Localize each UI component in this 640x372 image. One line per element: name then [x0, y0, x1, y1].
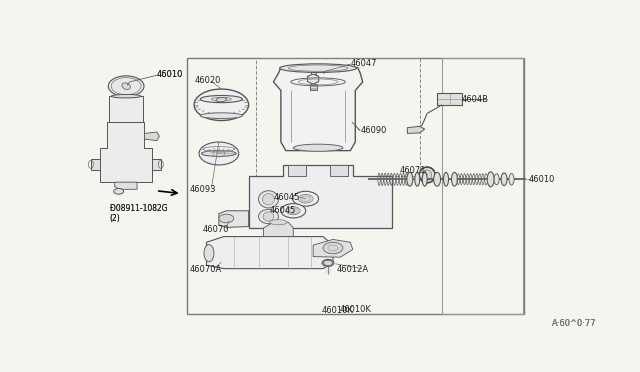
Text: 46071: 46071	[400, 166, 426, 175]
Ellipse shape	[216, 97, 227, 102]
Text: 46012A: 46012A	[337, 265, 369, 274]
Bar	[91, 158, 100, 170]
Polygon shape	[313, 240, 353, 257]
Polygon shape	[323, 260, 333, 265]
Ellipse shape	[200, 96, 243, 103]
Bar	[330, 165, 348, 176]
Ellipse shape	[263, 212, 274, 221]
Circle shape	[219, 214, 234, 223]
Ellipse shape	[293, 144, 343, 151]
Ellipse shape	[423, 170, 431, 180]
Text: Ð08911-1082G
(2): Ð08911-1082G (2)	[110, 203, 168, 223]
Ellipse shape	[415, 172, 420, 186]
Ellipse shape	[269, 219, 287, 225]
Ellipse shape	[200, 113, 243, 119]
Text: 46010K: 46010K	[339, 305, 371, 314]
Ellipse shape	[419, 167, 435, 183]
Polygon shape	[115, 182, 137, 189]
Ellipse shape	[494, 174, 499, 185]
Bar	[442, 58, 523, 314]
Bar	[187, 58, 524, 314]
Text: 46070A: 46070A	[190, 265, 222, 274]
Polygon shape	[408, 126, 425, 134]
Ellipse shape	[509, 173, 514, 185]
Ellipse shape	[487, 172, 494, 187]
Circle shape	[322, 260, 334, 266]
Ellipse shape	[122, 83, 131, 90]
Ellipse shape	[434, 172, 440, 186]
Bar	[256, 58, 420, 176]
Text: 46045: 46045	[273, 193, 300, 202]
Ellipse shape	[286, 207, 300, 215]
Ellipse shape	[501, 173, 507, 186]
Polygon shape	[100, 122, 152, 182]
Circle shape	[108, 76, 144, 96]
Ellipse shape	[281, 203, 306, 218]
Text: 46010K: 46010K	[322, 306, 354, 315]
Ellipse shape	[407, 172, 413, 186]
Ellipse shape	[111, 94, 141, 98]
Text: A·60^0·77: A·60^0·77	[552, 318, 597, 328]
Text: 46020: 46020	[195, 76, 221, 85]
Polygon shape	[249, 165, 392, 228]
Text: 46045: 46045	[270, 206, 296, 215]
Polygon shape	[109, 96, 143, 122]
Circle shape	[301, 196, 310, 202]
Bar	[288, 165, 306, 176]
Text: 46010: 46010	[529, 175, 556, 184]
Ellipse shape	[451, 172, 458, 186]
Text: 46047: 46047	[350, 59, 377, 68]
Circle shape	[323, 242, 343, 254]
Polygon shape	[310, 84, 317, 90]
Polygon shape	[310, 70, 316, 74]
Polygon shape	[207, 237, 333, 269]
Ellipse shape	[262, 193, 275, 205]
Text: 4604B: 4604B	[462, 94, 489, 103]
Polygon shape	[437, 93, 462, 105]
Ellipse shape	[204, 244, 214, 262]
Ellipse shape	[259, 209, 278, 224]
Polygon shape	[219, 211, 249, 227]
Ellipse shape	[298, 195, 313, 203]
Ellipse shape	[422, 172, 428, 186]
Text: 46090: 46090	[360, 126, 387, 135]
Text: A·60^0·77: A·60^0·77	[552, 318, 597, 328]
Circle shape	[114, 189, 124, 194]
Ellipse shape	[292, 191, 319, 206]
Text: 46070: 46070	[202, 225, 229, 234]
Text: Ð08911-1082G
(2): Ð08911-1082G (2)	[110, 203, 168, 223]
Polygon shape	[145, 132, 159, 141]
Polygon shape	[273, 68, 363, 151]
Circle shape	[199, 142, 239, 165]
Circle shape	[288, 208, 298, 214]
Polygon shape	[264, 222, 293, 237]
Ellipse shape	[202, 151, 236, 156]
Polygon shape	[308, 74, 319, 84]
Circle shape	[194, 89, 248, 121]
Bar	[152, 158, 161, 170]
Ellipse shape	[444, 172, 449, 186]
Ellipse shape	[280, 64, 356, 73]
Text: 46093: 46093	[190, 185, 216, 194]
Ellipse shape	[259, 191, 278, 208]
Text: 46010: 46010	[157, 70, 183, 79]
Text: 46010: 46010	[157, 70, 183, 79]
